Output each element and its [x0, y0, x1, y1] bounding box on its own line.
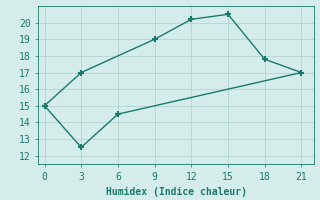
X-axis label: Humidex (Indice chaleur): Humidex (Indice chaleur) [106, 187, 246, 197]
